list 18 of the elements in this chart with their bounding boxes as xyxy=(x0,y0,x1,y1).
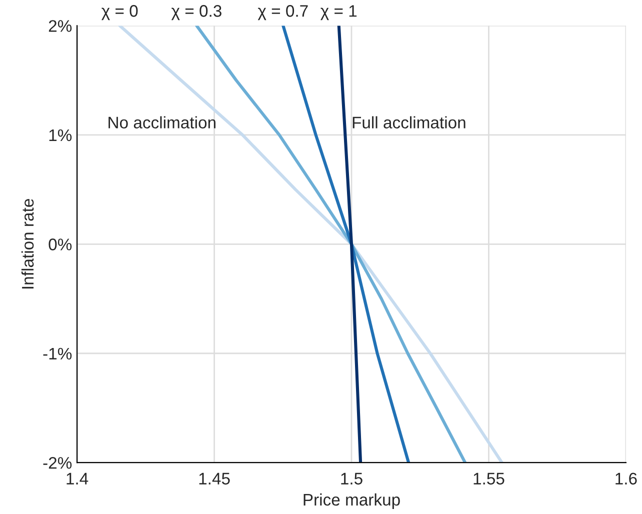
y-tick-label: 1% xyxy=(49,129,72,142)
y-tick-label: 2% xyxy=(48,20,72,32)
x-tick-label: 1.55 xyxy=(474,472,504,485)
x-axis-title: Price markup xyxy=(304,493,400,509)
y-axis-title: Inflation rate xyxy=(21,199,34,288)
x-tick-label: 1.45 xyxy=(199,472,230,485)
series-label: χ = 0 xyxy=(102,5,138,20)
series-label: χ = 0.7 xyxy=(258,5,308,20)
series-label: χ = 1 xyxy=(320,5,357,20)
y-tick-label: -2% xyxy=(43,457,72,469)
x-tick-label: 1.6 xyxy=(616,472,637,485)
x-tick-label: 1.4 xyxy=(66,472,88,484)
annotation: No acclimation xyxy=(108,116,216,128)
annotation: Full acclimation xyxy=(352,116,466,128)
x-tick-label: 1.5 xyxy=(341,472,362,485)
y-tick-label: -1% xyxy=(43,348,72,360)
series-label: χ = 0.3 xyxy=(171,5,222,20)
y-tick-label: 0% xyxy=(48,238,72,250)
